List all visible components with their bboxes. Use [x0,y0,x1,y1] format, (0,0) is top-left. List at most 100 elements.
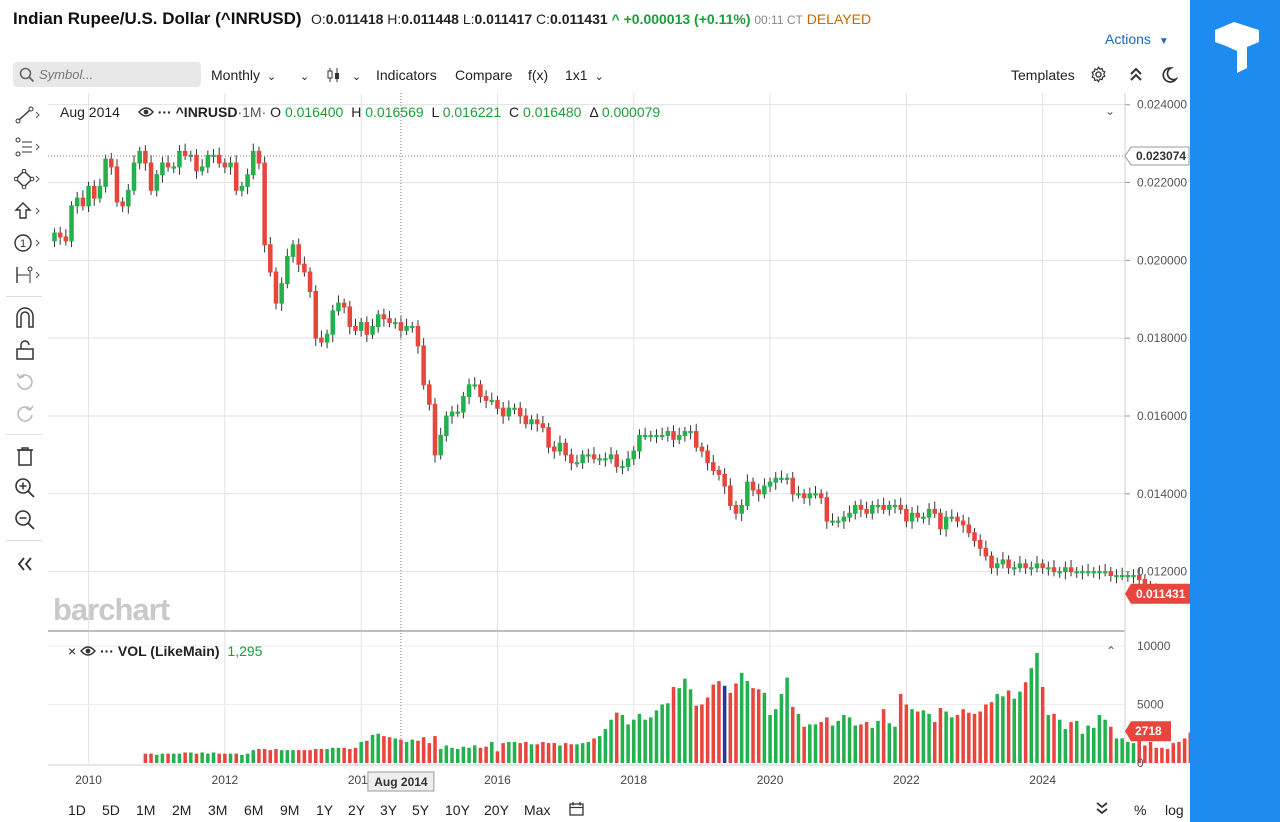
price-legend: Aug 2014 ··· ^INRUSD·1M· O 0.016400 H 0.… [60,104,660,120]
range-3y[interactable]: 3Y [380,802,398,818]
legend-o-label: O [270,104,282,120]
compare-button[interactable]: Compare [455,67,513,83]
candle [483,396,489,401]
range-1y[interactable]: 1Y [316,802,334,818]
candle [438,434,443,456]
volume-bar [1160,747,1164,763]
chart-type-select[interactable]: ⌄ [326,67,361,83]
more-icon[interactable]: ··· [157,104,172,120]
y-tick-label: 0.022000 [1137,176,1187,190]
close-value: 0.011431 [550,11,608,27]
collapse-button[interactable] [1129,66,1143,85]
range-1d[interactable]: 1D [68,802,86,818]
delete-drawings-button[interactable] [10,442,42,468]
date-range-button[interactable] [569,801,584,819]
close-icon[interactable]: × [68,643,77,659]
legend-symbol: ^INRUSD [175,104,238,120]
fib-tool[interactable] [10,134,42,160]
candle [57,232,63,238]
candle [631,450,637,460]
volume-bar [194,753,199,763]
candle [597,458,602,461]
volume-bar [189,752,193,763]
range-5y[interactable]: 5Y [412,802,430,818]
range-3m[interactable]: 3M [208,802,228,818]
zoom-in-button[interactable] [10,474,42,500]
zoom-out-button[interactable] [10,506,42,532]
period-select[interactable]: Monthly ⌄ [211,67,276,83]
templates-button[interactable]: Templates [1011,67,1075,83]
volume-bar [353,747,358,763]
range-20y[interactable]: 20Y [484,802,509,818]
layout-select[interactable]: 1x1 ⌄ [565,67,604,83]
lock-tool[interactable] [10,336,42,362]
candle [432,403,438,456]
collapse-toolbar-button[interactable] [10,550,42,576]
candle [540,423,546,429]
volume-bar [518,743,522,763]
volume-bar [1080,733,1085,763]
candle [1114,575,1119,578]
symbol-search[interactable]: Symbol... [13,62,201,87]
candle [500,407,506,417]
candle [245,174,250,187]
volume-bar [524,741,528,763]
range-2m[interactable]: 2M [172,802,192,818]
candle [722,473,727,487]
indicators-button[interactable]: Indicators [376,67,437,83]
volume-bar [245,753,250,763]
volume-bar [171,753,176,763]
trendline-tool[interactable] [10,102,42,128]
candle [818,493,824,499]
annotation-tool[interactable]: 1 [10,230,42,256]
range-1m[interactable]: 1M [136,802,156,818]
candle [762,485,767,495]
chart-style-toggle[interactable]: ⌄ [300,67,309,83]
candle [1029,567,1034,570]
x-tick-label: 2018 [620,773,647,787]
volume-bar [234,753,238,763]
candle [319,337,324,343]
chevron-up-icon[interactable]: ⌃ [1106,644,1117,658]
volume-bar [1171,743,1176,763]
candle [693,431,699,448]
volume-bar [160,753,165,763]
settings-button[interactable] [1090,66,1107,86]
theme-toggle[interactable] [1160,66,1179,87]
range-10y[interactable]: 10Y [445,802,470,818]
more-icon[interactable]: ··· [99,643,114,659]
price-chart[interactable]: 2010 2012 2014 2016 2018 2020 2022 20240.012000… [48,93,1190,798]
candle [126,189,131,207]
candle [784,477,790,480]
unlock-icon [16,340,34,360]
volume-bar [830,725,835,763]
redo-button[interactable] [10,400,42,426]
range-6m[interactable]: 6M [244,802,264,818]
shape-tool[interactable] [10,166,42,192]
actions-menu[interactable]: Actions ▼ [1105,31,1169,47]
range-max[interactable]: Max [524,802,551,818]
candle [449,411,455,417]
range-9m[interactable]: 9M [280,802,300,818]
log-scale-toggle[interactable]: log [1165,802,1184,818]
candle [671,431,676,440]
candle [523,415,529,425]
range-5d[interactable]: 5D [102,802,120,818]
measure-tool[interactable] [10,262,42,288]
candles [52,143,1159,600]
fx-button[interactable]: f(x) [528,67,549,83]
y-tick-label: 0.012000 [1137,565,1187,579]
arrow-tool[interactable] [10,198,42,224]
volume-bar [444,745,449,763]
undo-button[interactable] [10,368,42,394]
volume-bar [927,713,931,763]
candle [1051,567,1057,573]
range-2y[interactable]: 2Y [348,802,366,818]
percent-scale-toggle[interactable]: % [1134,802,1147,818]
chevron-down-icon[interactable]: ⌄ [1105,104,1116,118]
expand-button[interactable] [1096,801,1108,818]
eye-icon[interactable] [80,643,100,659]
eye-icon[interactable] [137,104,158,120]
magnet-tool[interactable] [10,304,42,330]
candle [1063,567,1068,573]
